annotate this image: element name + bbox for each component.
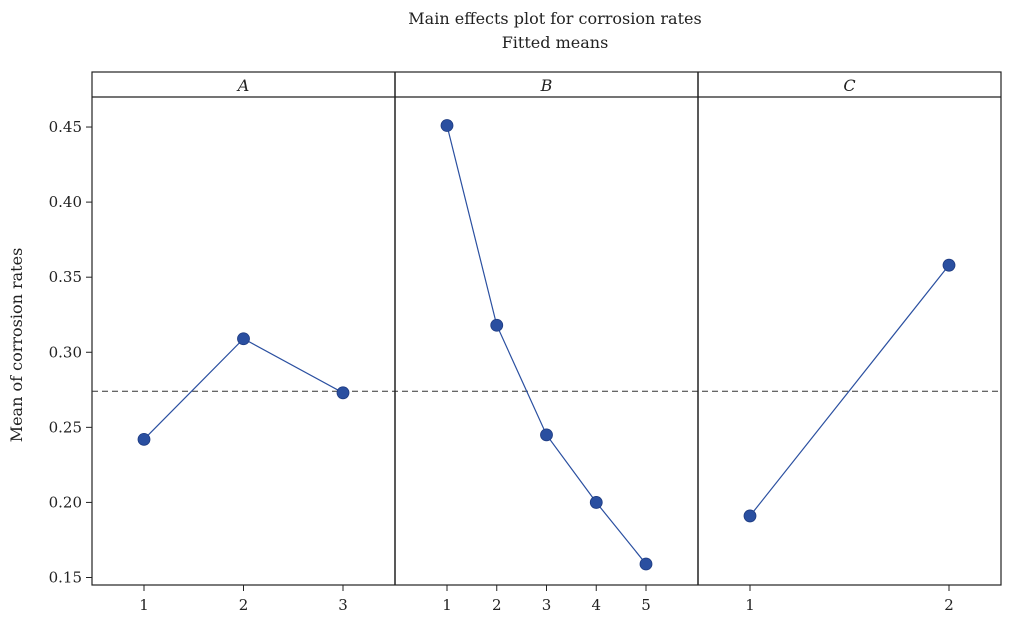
x-tick-label: 2 — [944, 596, 954, 614]
x-tick-label: 3 — [542, 596, 552, 614]
data-point-b — [540, 428, 553, 442]
data-point-c — [942, 258, 956, 272]
x-tick-label: 1 — [745, 596, 755, 614]
data-point-b — [440, 119, 454, 132]
y-tick-label: 0.35 — [49, 268, 82, 286]
x-tick-label: 1 — [139, 596, 149, 614]
data-point-b — [589, 496, 603, 509]
y-tick-label: 0.15 — [49, 568, 82, 586]
series-line-c — [749, 264, 950, 517]
y-axis-label: Mean of corrosion rates — [7, 248, 26, 443]
data-point-c — [743, 509, 757, 523]
x-tick-label: 2 — [492, 596, 502, 614]
panel-label-a: A — [236, 76, 250, 95]
data-point-b — [639, 557, 653, 571]
data-point-b — [490, 318, 504, 332]
series-line-b — [446, 125, 647, 565]
data-point-a — [137, 432, 151, 446]
data-point-a — [336, 386, 350, 400]
x-tick-label: 3 — [338, 596, 348, 614]
y-tick-label: 0.45 — [49, 118, 82, 136]
y-tick-label: 0.30 — [49, 343, 82, 361]
x-tick-label: 1 — [442, 596, 452, 614]
x-tick-label: 5 — [641, 596, 651, 614]
series-line-a — [143, 338, 344, 440]
chart-subtitle: Fitted means — [502, 33, 609, 52]
x-tick-label: 4 — [591, 596, 601, 614]
chart-title: Main effects plot for corrosion rates — [408, 9, 701, 28]
plot-frame — [91, 71, 1002, 586]
x-tick-label: 2 — [239, 596, 249, 614]
y-tick-label: 0.20 — [49, 493, 82, 511]
y-tick-label: 0.40 — [49, 193, 82, 211]
panel-label-b: B — [540, 76, 553, 95]
panel-label-c: C — [843, 76, 855, 95]
y-tick-label: 0.25 — [49, 418, 82, 436]
data-point-a — [237, 332, 250, 346]
plot-area: 0.15 0.20 0.25 0.30 0.35 0.40 0.45 A 1 2 3 B 1 2 3 4 5 C 1… — [49, 71, 1002, 614]
